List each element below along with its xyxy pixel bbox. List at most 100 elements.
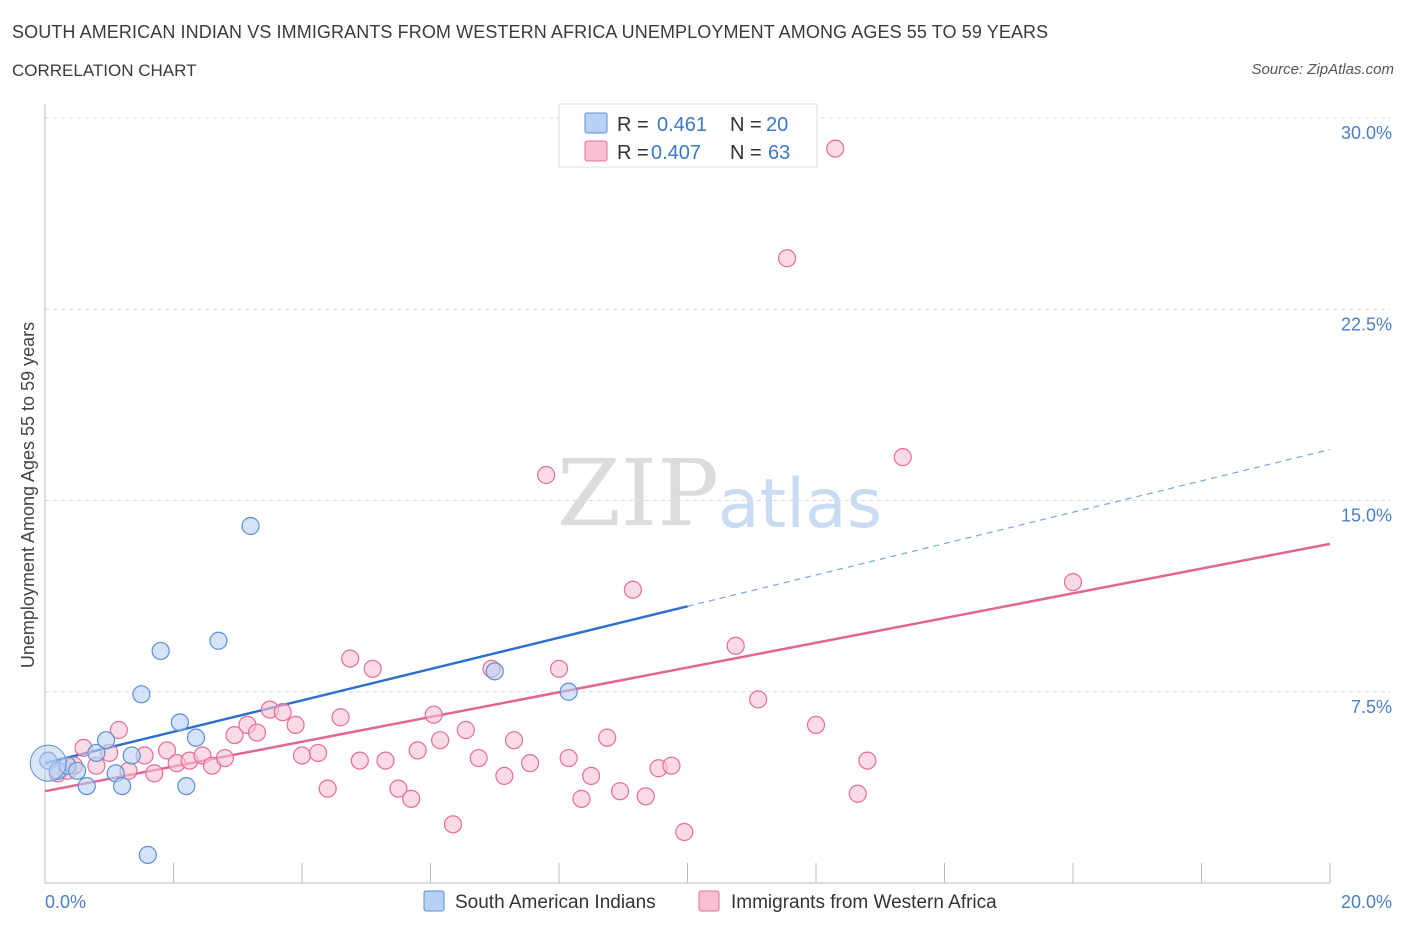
trend-line-immigrants-western-africa <box>44 542 1331 793</box>
point-immigrants-western-africa <box>826 139 845 158</box>
legend-swatch-pink <box>584 140 608 162</box>
point-immigrants-western-africa <box>726 636 745 655</box>
legend-r-label-1: R = <box>617 114 649 136</box>
point-immigrants-western-africa <box>308 743 328 763</box>
point-immigrants-western-africa <box>286 715 305 735</box>
point-south-american-indians <box>68 761 87 780</box>
chart-subtitle: CORRELATION CHART <box>12 61 197 80</box>
point-immigrants-western-africa <box>559 748 578 768</box>
point-immigrants-western-africa <box>636 787 655 806</box>
bottom-legend: South American Indians Immigrants from W… <box>423 890 997 913</box>
point-immigrants-western-africa <box>109 720 128 740</box>
point-south-american-indians <box>122 746 141 765</box>
point-immigrants-western-africa <box>848 784 867 803</box>
point-immigrants-western-africa <box>777 249 797 268</box>
point-south-american-indians <box>559 682 578 701</box>
point-immigrants-western-africa <box>598 728 617 747</box>
x-tick-labels: 0.0% 20.0% <box>45 892 1392 912</box>
y-axis-label: Unemployment Among Ages 55 to 59 years <box>18 322 38 668</box>
point-south-american-indians <box>87 743 106 763</box>
point-immigrants-western-africa <box>495 766 514 786</box>
point-cluster-origin <box>29 744 67 782</box>
point-immigrants-western-africa <box>443 815 463 834</box>
top-legend: R = 0.461 N = 20 R = 0.407 N = 63 <box>558 103 818 168</box>
point-immigrants-western-africa <box>806 715 826 735</box>
y-tick-label: 30.0% <box>1341 123 1392 143</box>
legend-r-value-2: 0.407 <box>651 142 701 164</box>
legend-n-label-1: N = <box>730 114 762 136</box>
point-immigrants-western-africa <box>376 751 395 770</box>
point-south-american-indians <box>138 845 157 865</box>
legend-r-value-1: 0.461 <box>657 114 707 136</box>
point-immigrants-western-africa <box>456 720 475 740</box>
watermark: ZIP atlas <box>557 440 882 547</box>
point-immigrants-western-africa <box>623 580 642 599</box>
point-immigrants-western-africa <box>582 766 601 786</box>
y-tick-label: 15.0% <box>1341 506 1392 526</box>
point-immigrants-western-africa <box>893 448 912 467</box>
point-immigrants-western-africa <box>572 789 591 808</box>
x-tick-label: 0.0% <box>45 892 86 912</box>
point-immigrants-western-africa <box>341 649 360 668</box>
x-tick-label: 20.0% <box>1341 892 1392 912</box>
point-immigrants-western-africa <box>549 659 569 678</box>
point-south-american-indians <box>112 776 132 796</box>
point-immigrants-western-africa <box>215 748 234 768</box>
point-immigrants-western-africa <box>331 708 350 727</box>
chart-title: SOUTH AMERICAN INDIAN VS IMMIGRANTS FROM… <box>12 22 1049 42</box>
point-immigrants-western-africa <box>749 690 768 709</box>
bottom-legend-swatch-pink <box>698 890 720 912</box>
y-tick-labels: 7.5% 15.0% 22.5% 30.0% <box>1341 123 1392 717</box>
gridlines <box>45 117 1390 693</box>
trend-line-extension-south-american-indians <box>687 448 1331 607</box>
point-immigrants-western-africa <box>363 659 382 678</box>
bottom-legend-label-pink: Immigrants from Western Africa <box>731 892 997 913</box>
legend-n-value-2: 63 <box>768 142 790 164</box>
point-south-american-indians <box>485 662 504 681</box>
legend-n-label-2: N = <box>730 142 762 164</box>
watermark-zip: ZIP <box>557 440 719 547</box>
trend-lines <box>44 448 1331 793</box>
point-south-american-indians <box>186 728 206 747</box>
point-immigrants-western-africa <box>469 748 488 768</box>
point-immigrants-western-africa <box>675 822 694 842</box>
trend-line-south-american-indians <box>44 605 688 765</box>
point-immigrants-western-africa <box>350 751 369 770</box>
y-tick-label: 22.5% <box>1341 314 1392 334</box>
point-immigrants-western-africa <box>408 741 427 760</box>
point-immigrants-western-africa <box>225 725 244 745</box>
point-south-american-indians <box>132 685 151 704</box>
point-immigrants-western-africa <box>662 756 681 775</box>
y-tick-label: 7.5% <box>1351 697 1392 717</box>
point-south-american-indians <box>177 776 196 796</box>
legend-swatch-blue <box>584 112 608 134</box>
point-south-american-indians <box>77 776 96 796</box>
point-immigrants-western-africa <box>157 741 177 760</box>
point-immigrants-western-africa <box>247 723 267 742</box>
point-immigrants-western-africa <box>389 779 408 798</box>
legend-n-value-1: 20 <box>766 114 788 136</box>
point-immigrants-western-africa <box>431 731 450 750</box>
point-immigrants-western-africa <box>273 703 292 722</box>
point-immigrants-western-africa <box>537 465 556 485</box>
point-immigrants-western-africa <box>292 746 312 765</box>
watermark-atlas: atlas <box>718 465 882 544</box>
point-immigrants-western-africa <box>402 789 421 808</box>
point-immigrants-western-africa <box>610 782 630 801</box>
legend-r-label-2: R = <box>617 142 649 164</box>
point-south-american-indians <box>241 516 260 536</box>
point-immigrants-western-africa <box>520 754 540 773</box>
point-south-american-indians <box>96 731 116 750</box>
point-south-american-indians <box>170 713 190 732</box>
point-immigrants-western-africa <box>858 751 877 770</box>
point-immigrants-western-africa <box>1063 572 1083 592</box>
point-south-american-indians <box>151 641 170 661</box>
point-south-american-indians <box>209 631 228 650</box>
bottom-legend-swatch-blue <box>423 890 445 912</box>
bottom-legend-label-blue: South American Indians <box>455 892 656 913</box>
point-immigrants-western-africa <box>145 764 164 783</box>
point-immigrants-western-africa <box>424 705 443 724</box>
point-immigrants-western-africa <box>504 731 524 750</box>
point-immigrants-western-africa <box>318 779 337 798</box>
